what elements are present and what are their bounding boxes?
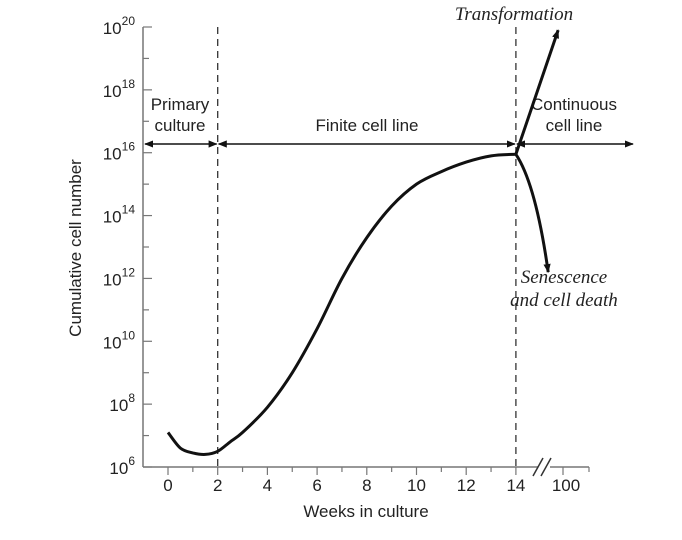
x-tick-label: 12 (457, 476, 476, 495)
x-tick-label: 4 (263, 476, 272, 495)
axis-break-mark (532, 457, 552, 477)
y-axis-label: Cumulative cell number (66, 159, 85, 337)
phase-dividers (217, 27, 517, 467)
x-tick-label: 6 (312, 476, 321, 495)
x-ticks: 0 2 4 6 8 10 12 14 100 (163, 467, 590, 495)
phase-label: Primary (151, 95, 210, 114)
y-tick-label: 1010 (103, 328, 136, 352)
x-tick-label: 2 (213, 476, 222, 495)
y-tick-label: 106 (109, 454, 135, 478)
x-axis-label: Weeks in culture (303, 502, 428, 521)
y-ticks: 1020 1018 1016 1014 1012 1010 108 106 (103, 14, 152, 478)
growth-curve (166, 152, 516, 456)
axes (142, 27, 589, 477)
y-tick-label: 1016 (103, 140, 136, 164)
break-slash (540, 457, 552, 477)
phase-label: culture (154, 116, 205, 135)
break-slash (532, 457, 544, 477)
senescence-label-line: Senescence (521, 267, 608, 288)
curves (166, 29, 560, 456)
y-tick-label: 1012 (103, 265, 136, 289)
y-tick-label: 1014 (103, 203, 136, 227)
transformation-branch (514, 29, 560, 155)
x-tick-label: 0 (163, 476, 172, 495)
phase-label: cell line (546, 116, 603, 135)
phase-label: Finite cell line (316, 116, 419, 135)
x-tick-label: 10 (407, 476, 426, 495)
x-tick-label: 14 (506, 476, 525, 495)
x-tick-label: 8 (362, 476, 371, 495)
phase-annotations: Primary culture Finite cell line Continuous… (144, 95, 634, 148)
y-tick-label: 108 (109, 391, 135, 415)
senescence-label-line: and cell death (510, 290, 618, 311)
y-tick-label: 1018 (103, 77, 136, 101)
y-tick-label: 1020 (103, 14, 136, 38)
senescence-branch (514, 153, 551, 274)
transformation-label: Transformation (455, 4, 573, 25)
x-tick-label: 100 (552, 476, 580, 495)
phase-label: Continuous (531, 95, 617, 114)
